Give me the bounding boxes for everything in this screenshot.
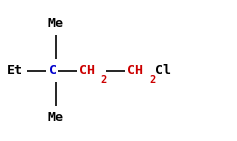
Text: CH: CH bbox=[79, 64, 95, 77]
Text: Me: Me bbox=[48, 17, 64, 30]
Text: Et: Et bbox=[7, 64, 23, 77]
Text: C: C bbox=[49, 64, 57, 77]
Text: CH: CH bbox=[127, 64, 143, 77]
Text: 2: 2 bbox=[101, 75, 107, 85]
Text: Me: Me bbox=[48, 111, 64, 124]
Text: 2: 2 bbox=[149, 75, 155, 85]
Text: Cl: Cl bbox=[155, 64, 171, 77]
